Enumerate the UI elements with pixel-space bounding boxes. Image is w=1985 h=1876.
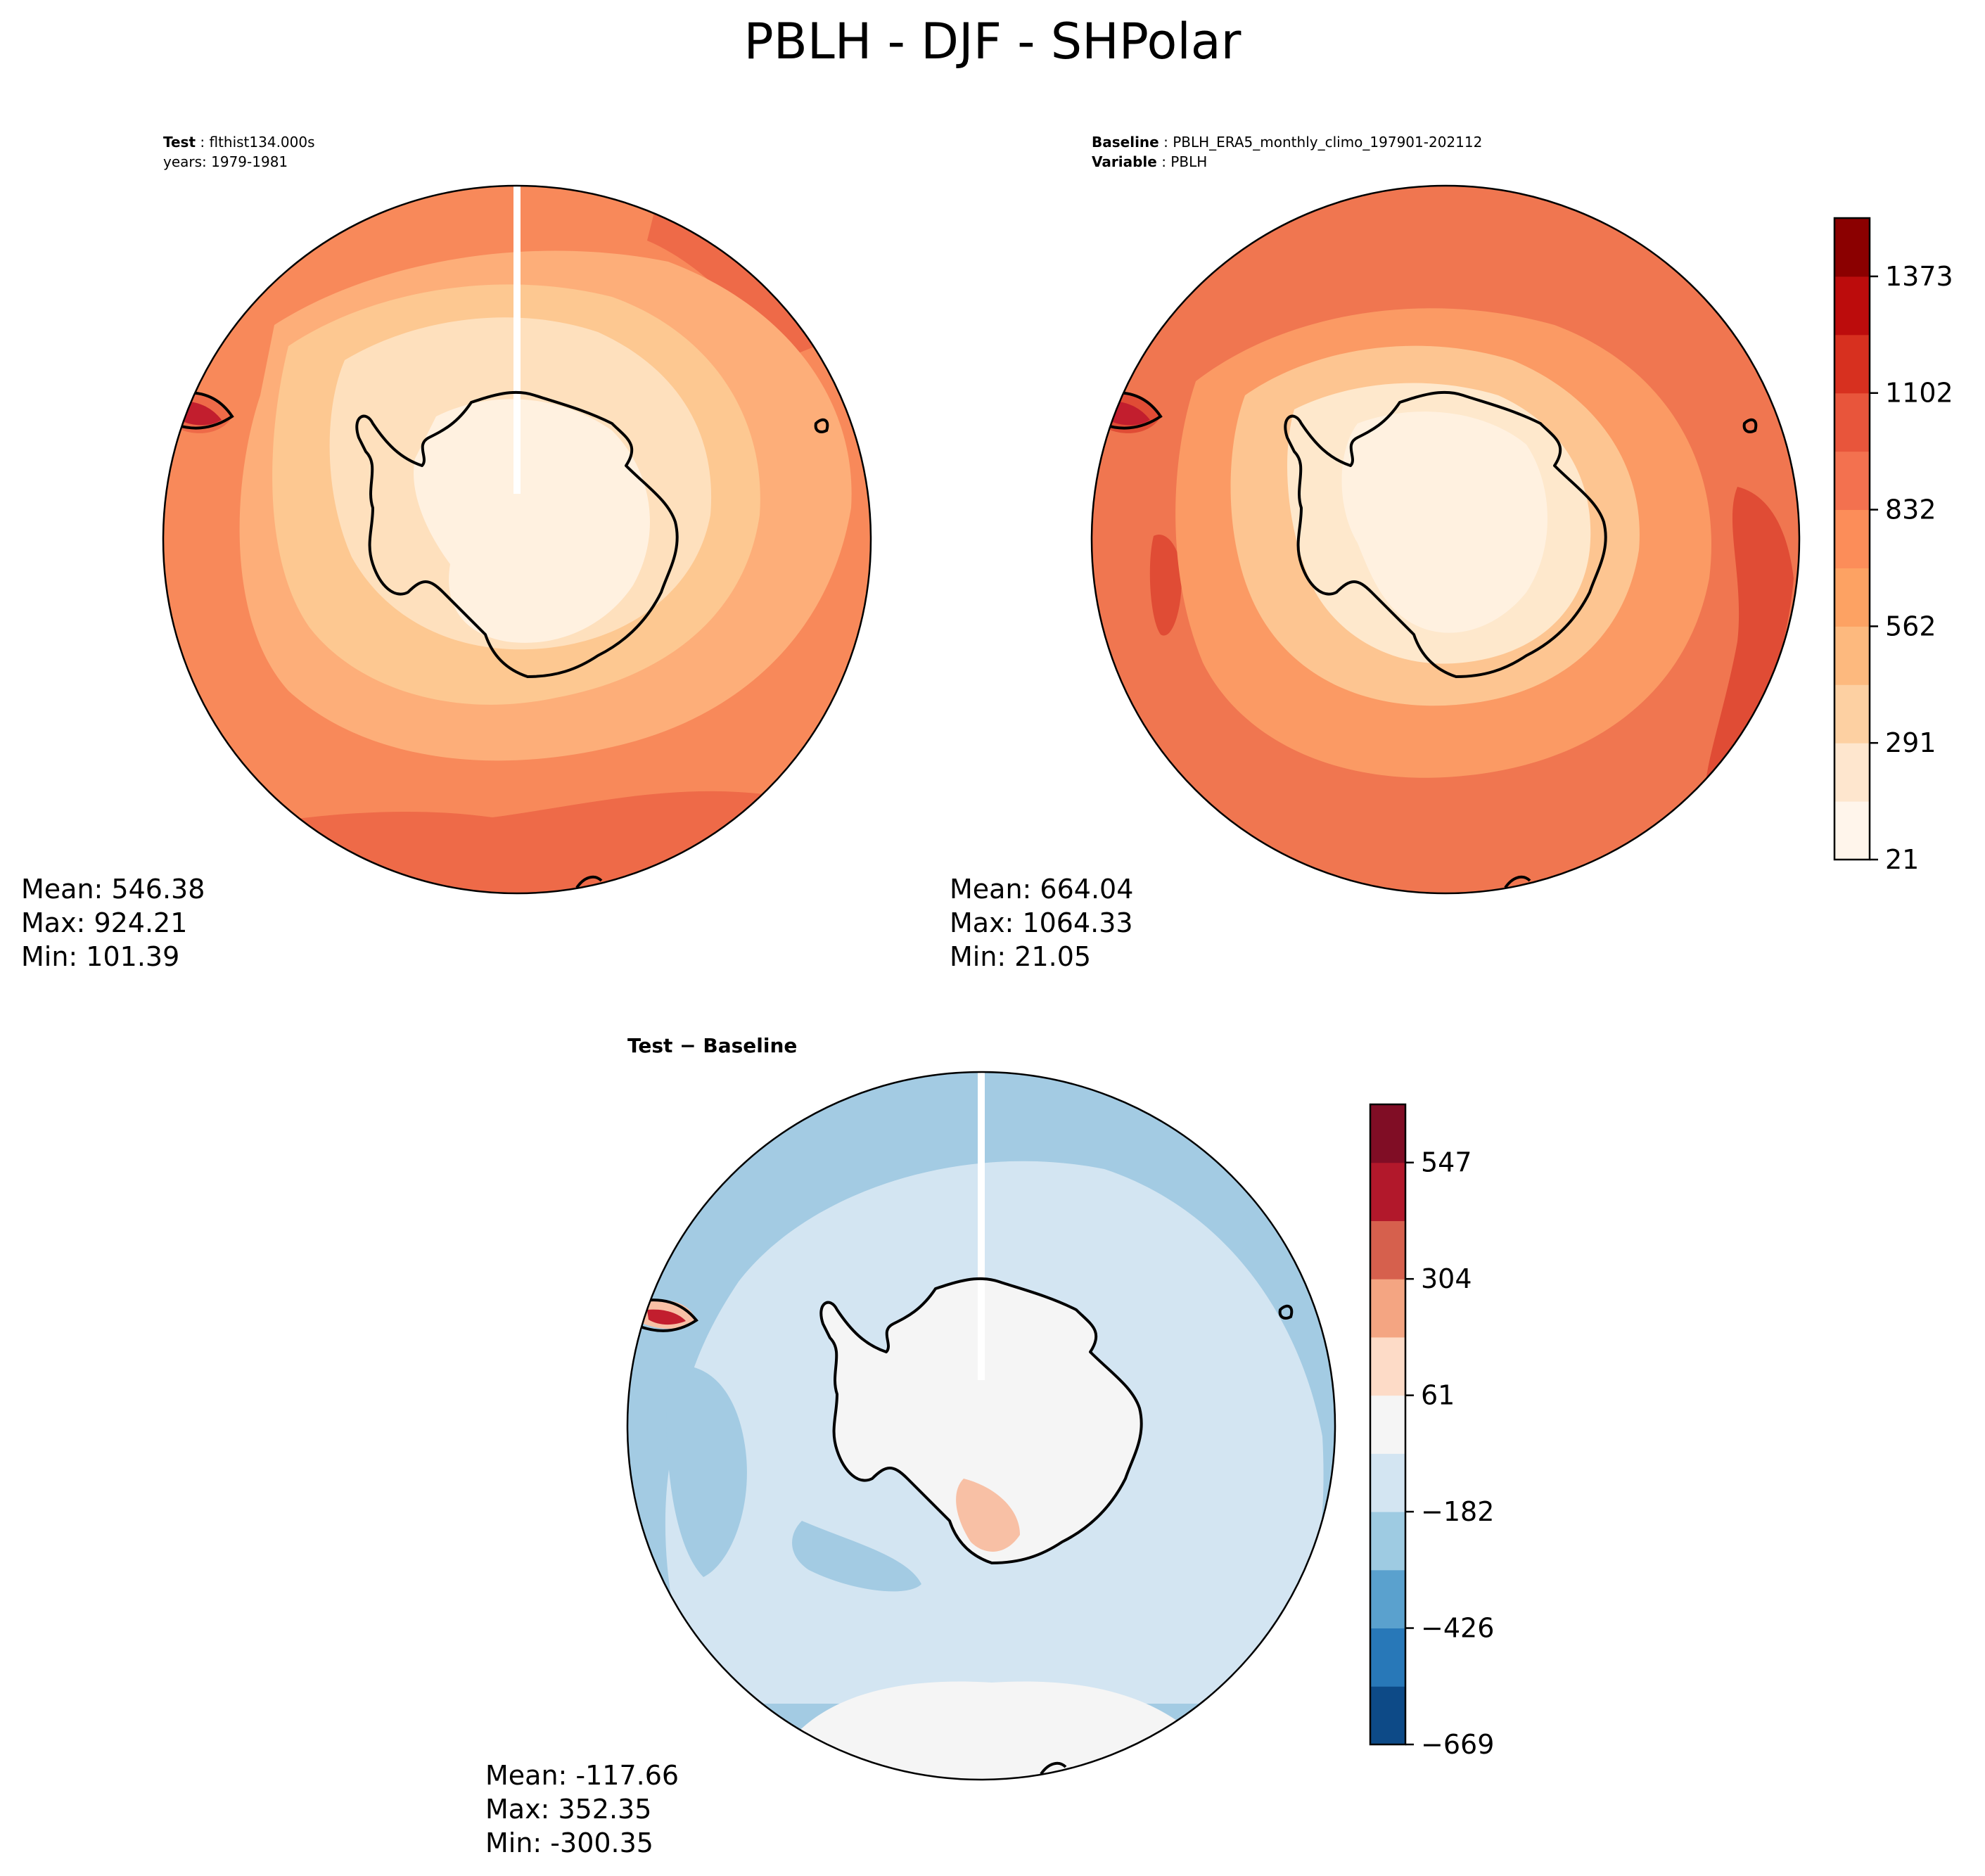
test-island-east (814, 418, 829, 433)
difference-polar-map (626, 1071, 1336, 1781)
diff-map-boundary (626, 1071, 1336, 1781)
test-map-boundary (162, 184, 872, 895)
diff-island-south (1040, 1761, 1067, 1775)
baseline-island-south (1504, 875, 1531, 889)
baseline-label-value: PBLH_ERA5_monthly_climo_197901-202112 (1173, 134, 1483, 151)
baseline-variable-value: PBLH (1170, 153, 1208, 170)
test-polar-map (162, 184, 872, 895)
diff-title-test: Test (627, 1034, 673, 1057)
main-colorbar-tick-label: 562 (1885, 611, 1936, 642)
main-colorbar-segment (1834, 276, 1870, 336)
diff-colorbar-segment (1370, 1279, 1405, 1338)
main-colorbar-tick-label: 21 (1885, 844, 1919, 875)
baseline-antarctica-coastline (1284, 390, 1607, 678)
test-label-key: Test (163, 134, 196, 151)
diff-positive-patch (956, 1479, 1020, 1552)
main-colorbar-tick-label: 832 (1885, 494, 1936, 525)
baseline-min: Min: 21.05 (950, 941, 1092, 972)
main-colorbar-frame (1833, 217, 1871, 861)
test-label-value: flthist134.000s (209, 134, 315, 151)
main-colorbar-segment (1834, 684, 1870, 744)
diff-colorbar-segment (1370, 1395, 1405, 1454)
main-colorbar-segment (1834, 334, 1870, 394)
main-colorbar-segment (1834, 801, 1870, 860)
test-seam-line (513, 186, 521, 494)
test-years: years: 1979-1981 (163, 153, 288, 170)
difference-stats: Mean: -117.66 Max: 352.35 Min: -300.35 (485, 1759, 679, 1860)
diff-colorbar-frame (1369, 1103, 1407, 1746)
figure-title: PBLH - DJF - SHPolar (743, 13, 1242, 70)
diff-colorbar-tick-label: 547 (1421, 1147, 1472, 1178)
diff-antarctica-coastline (819, 1277, 1143, 1564)
diff-band-l1-west (666, 1365, 747, 1577)
main-colorbar-segment (1834, 509, 1870, 568)
main-colorbar-tick-label: 1102 (1885, 378, 1953, 409)
main-colorbar-segment (1834, 568, 1870, 627)
diff-title-operator: − (672, 1034, 703, 1057)
main-colorbar-tick-label: 1373 (1885, 261, 1953, 292)
test-stats: Mean: 546.38 Max: 924.21 Min: 101.39 (21, 872, 205, 974)
test-band-l5 (414, 399, 650, 643)
baseline-label-sep: : (1159, 134, 1173, 151)
diff-seam-line (978, 1072, 985, 1380)
baseline-high-patch-west (1149, 535, 1182, 636)
diff-colorbar-tick-label: −669 (1421, 1729, 1494, 1760)
main-colorbar-segment (1834, 743, 1870, 802)
baseline-panel-label: Baseline : PBLH_ERA5_monthly_climo_19790… (1092, 132, 1482, 172)
baseline-band-l5 (1341, 411, 1547, 633)
main-colorbar: 21 291 562 832 1102 1373 (1833, 217, 1953, 875)
diff-colorbar-tick-label: 61 (1421, 1380, 1455, 1411)
test-min: Min: 101.39 (21, 941, 180, 972)
test-mean: Mean: 546.38 (21, 874, 205, 905)
test-label-sep: : (196, 134, 210, 151)
diff-peninsula-hot (647, 1309, 686, 1325)
diff-colorbar-segment (1370, 1569, 1405, 1629)
diff-colorbar: −669 −426 −182 61 304 547 (1369, 1103, 1494, 1760)
diff-colorbar-segment (1370, 1686, 1405, 1745)
diff-island-east (1278, 1304, 1294, 1320)
diff-mean: Mean: -117.66 (485, 1760, 679, 1791)
main-colorbar-segment (1834, 626, 1870, 685)
test-panel-label: Test : flthist134.000s years: 1979-1981 (163, 132, 315, 172)
test-max: Max: 924.21 (21, 907, 188, 938)
baseline-variable-key: Variable (1092, 153, 1157, 170)
diff-colorbar-segment (1370, 1628, 1405, 1687)
diff-colorbar-segment (1370, 1162, 1405, 1221)
diff-colorbar-segment (1370, 1512, 1405, 1571)
diff-antarctica-fill (821, 1278, 1142, 1563)
test-high-patch-ne (647, 212, 816, 360)
baseline-variable-sep: : (1156, 153, 1171, 170)
diff-colorbar-segment (1370, 1336, 1405, 1396)
baseline-label-key: Baseline (1092, 134, 1159, 151)
test-island-south (575, 875, 603, 889)
diff-colorbar-tick-label: 304 (1421, 1263, 1472, 1294)
test-antarctica-coastline (355, 390, 679, 678)
baseline-stats: Mean: 664.04 Max: 1064.33 Min: 21.05 (950, 872, 1133, 974)
main-colorbar-segment (1834, 218, 1870, 277)
main-colorbar-segment (1834, 451, 1870, 511)
baseline-polar-map (1090, 184, 1801, 895)
baseline-map-boundary (1090, 184, 1801, 895)
diff-south-america-coast (632, 1298, 698, 1332)
diff-colorbar-segment (1370, 1220, 1405, 1280)
baseline-max: Max: 1064.33 (950, 907, 1133, 938)
baseline-island-east (1742, 418, 1758, 433)
diff-colorbar-tick-label: −182 (1421, 1496, 1494, 1527)
diff-max: Max: 352.35 (485, 1794, 652, 1825)
baseline-mean: Mean: 664.04 (950, 874, 1134, 905)
main-colorbar-segment (1834, 393, 1870, 452)
diff-colorbar-tick-label: −426 (1421, 1613, 1494, 1644)
difference-panel-title: Test − Baseline (627, 1034, 797, 1057)
diff-min: Min: -300.35 (485, 1827, 653, 1858)
diff-colorbar-segment (1370, 1453, 1405, 1512)
baseline-high-band-east (1705, 487, 1794, 803)
diff-band-l1-south (792, 1521, 921, 1592)
diff-title-baseline: Baseline (703, 1034, 798, 1057)
diff-colorbar-segment (1370, 1104, 1405, 1163)
main-colorbar-tick-label: 291 (1885, 727, 1936, 758)
